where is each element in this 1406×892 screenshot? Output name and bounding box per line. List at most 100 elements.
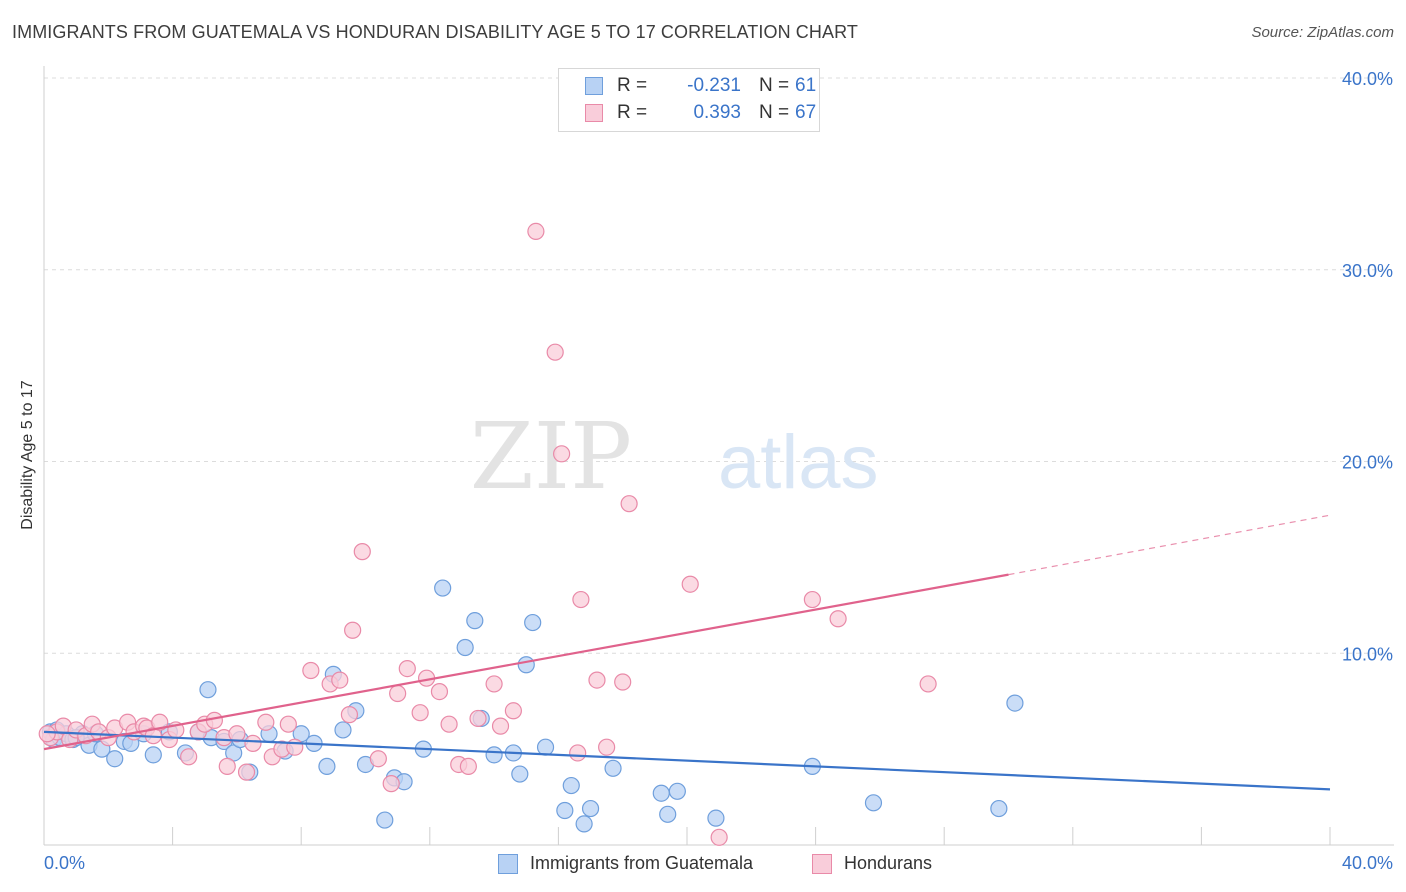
point-hondurans [620, 495, 638, 513]
watermark-atlas: atlas [718, 420, 879, 505]
y-tick-label: 10.0% [1342, 644, 1393, 664]
point-hondurans [553, 445, 571, 463]
gridlines [44, 77, 1394, 654]
point-hondurans [485, 675, 503, 693]
bottom-legend-label-guatemala: Immigrants from Guatemala [530, 853, 754, 873]
point-hondurans [389, 684, 407, 703]
point-hondurans [469, 709, 487, 728]
point-hondurans [829, 610, 847, 628]
point-hondurans [398, 659, 416, 678]
point-hondurans [344, 621, 362, 639]
point-guatemala [517, 656, 535, 674]
point-hondurans [614, 673, 632, 691]
trend-extension-hondurans [1008, 514, 1331, 576]
point-guatemala [144, 746, 162, 764]
point-hondurans [369, 750, 387, 768]
point-hondurans [218, 757, 236, 775]
point-hondurans [572, 590, 590, 609]
point-guatemala [318, 757, 336, 775]
trend-lines [43, 514, 1331, 791]
point-guatemala [106, 750, 124, 768]
point-guatemala [334, 721, 352, 739]
legend-n-label: N = [759, 75, 790, 96]
point-guatemala [434, 579, 452, 597]
y-tick-label: 40.0% [1342, 69, 1393, 89]
legend-n-value: 61 [795, 75, 817, 96]
legend-r-value: -0.231 [687, 75, 741, 96]
legend-n-label: N = [759, 102, 790, 123]
point-guatemala [456, 638, 474, 657]
legend-r-value: 0.393 [693, 102, 741, 123]
point-guatemala [864, 794, 883, 812]
point-hondurans [569, 744, 587, 762]
bottom-legend-label-hondurans: Hondurans [844, 853, 933, 873]
point-hondurans [430, 682, 449, 701]
point-hondurans [440, 715, 458, 733]
point-hondurans [919, 675, 937, 693]
point-hondurans [38, 725, 56, 743]
legend-swatch-guatemala [585, 77, 603, 95]
chart-title: IMMIGRANTS FROM GUATEMALA VS HONDURAN DI… [12, 22, 858, 42]
x-tick-label-max: 40.0% [1342, 853, 1393, 873]
point-guatemala [668, 782, 686, 800]
point-guatemala [659, 805, 677, 823]
point-hondurans [286, 738, 304, 756]
legend-swatch-hondurans [585, 104, 603, 122]
point-guatemala [536, 738, 555, 756]
point-hondurans [803, 590, 821, 609]
trend-line-hondurans [43, 573, 1009, 751]
point-hondurans [588, 671, 606, 689]
point-hondurans [279, 715, 297, 733]
point-hondurans [244, 734, 262, 752]
point-hondurans [527, 222, 545, 240]
point-guatemala [990, 799, 1008, 818]
point-hondurans [491, 717, 510, 735]
point-hondurans [228, 725, 246, 743]
point-hondurans [504, 702, 522, 720]
y-tick-label: 30.0% [1342, 261, 1393, 281]
point-hondurans [681, 575, 699, 593]
point-hondurans [710, 828, 728, 846]
point-hondurans [340, 706, 359, 724]
point-hondurans [382, 775, 400, 793]
point-guatemala [652, 784, 670, 802]
legend-r-label: R = [617, 102, 648, 123]
point-hondurans [598, 738, 616, 756]
point-guatemala [199, 681, 217, 699]
point-guatemala [581, 799, 600, 818]
point-guatemala [562, 776, 580, 795]
point-hondurans [459, 757, 477, 775]
point-hondurans [237, 763, 256, 781]
source-label: Source: ZipAtlas.com [1251, 24, 1394, 41]
trend-line-guatemala [43, 730, 1331, 791]
point-guatemala [556, 801, 574, 820]
stats-legend: R = -0.231 N = 61 R = 0.393 N = 67 [558, 68, 820, 132]
point-hondurans [151, 713, 169, 731]
point-hondurans [353, 543, 371, 561]
point-hondurans [546, 343, 564, 361]
watermark-zip: ZIP [470, 403, 632, 510]
point-guatemala [511, 765, 529, 783]
point-guatemala [1006, 694, 1024, 712]
point-guatemala [604, 759, 622, 777]
point-guatemala [707, 809, 725, 827]
bottom-legend-swatch-guatemala [498, 854, 518, 874]
legend-r-label: R = [617, 75, 648, 96]
data-points [38, 222, 1024, 846]
tick-labels: 10.0% 20.0% 30.0% 40.0% 0.0% 40.0% [44, 69, 1393, 873]
point-hondurans [257, 713, 275, 731]
point-guatemala [466, 612, 484, 630]
point-guatemala [524, 613, 542, 632]
bottom-legend-swatch-hondurans [812, 854, 832, 874]
x-tick-label-min: 0.0% [44, 853, 85, 873]
y-tick-label: 20.0% [1342, 453, 1393, 473]
legend-n-value: 67 [795, 102, 817, 123]
point-guatemala [485, 746, 503, 764]
point-guatemala [376, 811, 394, 829]
point-hondurans [180, 748, 198, 766]
point-guatemala [575, 815, 593, 833]
point-hondurans [411, 704, 429, 722]
point-hondurans [331, 671, 349, 689]
point-hondurans [302, 661, 320, 680]
